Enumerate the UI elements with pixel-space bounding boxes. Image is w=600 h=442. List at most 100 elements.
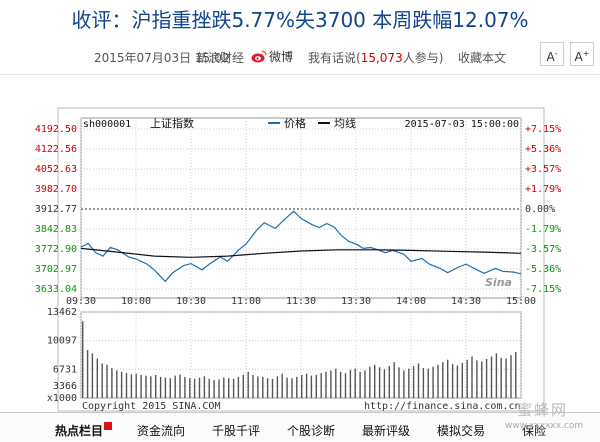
volume-bar bbox=[266, 378, 269, 398]
time-tick-label: 11:30 bbox=[286, 296, 316, 307]
chart-timestamp: 2015-07-03 15:00:00 bbox=[405, 119, 519, 130]
font-smaller-button[interactable]: A- bbox=[540, 42, 564, 66]
header-divider bbox=[0, 74, 600, 75]
chart-copyright: Copyright 2015 SINA.COM bbox=[82, 401, 220, 412]
volume-bar bbox=[296, 376, 298, 398]
volume-bar bbox=[184, 376, 186, 398]
volume-bar bbox=[208, 378, 210, 398]
volume-bar bbox=[481, 361, 483, 398]
volume-bar bbox=[189, 378, 191, 398]
volume-bar bbox=[349, 369, 352, 398]
time-tick-label: 09:30 bbox=[66, 296, 96, 307]
nav-item[interactable]: 最新评级 bbox=[362, 424, 411, 438]
volume-tick-label: 6731 bbox=[53, 364, 77, 375]
font-larger-button[interactable]: A+ bbox=[570, 42, 594, 66]
volume-bar bbox=[471, 356, 473, 398]
volume-bar bbox=[398, 367, 400, 398]
volume-bar bbox=[305, 373, 308, 398]
chart-source-url: http://finance.sina.com.cn bbox=[364, 401, 521, 412]
volume-bar bbox=[247, 371, 249, 398]
volume-bar bbox=[135, 373, 137, 398]
volume-bar bbox=[101, 363, 103, 398]
volume-bar bbox=[281, 373, 283, 398]
volume-bar bbox=[364, 370, 366, 398]
volume-bar bbox=[383, 369, 386, 398]
volume-bar bbox=[271, 378, 274, 398]
time-tick-label: 15:00 bbox=[506, 296, 536, 307]
nav-item[interactable]: 千股千评 bbox=[212, 424, 261, 438]
volume-bar bbox=[140, 375, 142, 398]
volume-bar bbox=[388, 366, 390, 398]
price-tick-label: 4122.56 bbox=[35, 144, 77, 155]
volume-bar bbox=[417, 363, 420, 398]
index-chart: 4192.50 +7.15% 4122.56 +5.36% 4052.63 +3.57% 3… bbox=[35, 107, 561, 412]
nav-item[interactable]: 保险 bbox=[522, 424, 547, 438]
time-tick-label: 13:30 bbox=[341, 296, 371, 307]
volume-bar bbox=[485, 359, 488, 398]
volume-bar bbox=[286, 377, 288, 398]
watermark-url: www.xxxxxx.com bbox=[505, 421, 584, 431]
volume-bar bbox=[466, 359, 468, 398]
volume-bar bbox=[510, 355, 512, 398]
pct-tick-label: +1.79% bbox=[525, 184, 561, 195]
volume-bar bbox=[96, 358, 98, 398]
nav-item[interactable]: 资金流向 bbox=[137, 424, 186, 438]
pct-tick-label: -7.15% bbox=[525, 284, 561, 295]
time-tick-label: 10:30 bbox=[176, 296, 206, 307]
price-tick-label: 4052.63 bbox=[35, 164, 77, 175]
comment-prefix: 我有话说( bbox=[308, 51, 361, 65]
publish-date: 2015年07月03日 15:02 bbox=[94, 51, 230, 65]
comment-link[interactable]: 我有话说(15,073人参与) bbox=[308, 49, 443, 66]
weibo-icon bbox=[251, 50, 267, 63]
hot-badge-icon bbox=[104, 422, 113, 430]
volume-bar bbox=[490, 356, 493, 398]
time-tick-label: 10:00 bbox=[121, 296, 151, 307]
volume-bar bbox=[325, 371, 327, 398]
volume-bar bbox=[310, 375, 313, 398]
volume-bar bbox=[106, 364, 108, 398]
volume-bar bbox=[291, 378, 293, 398]
chart-outer-frame bbox=[57, 107, 545, 412]
price-tick-label: 3702.97 bbox=[35, 264, 77, 275]
nav-hot-columns[interactable]: 热点栏目 bbox=[55, 422, 113, 439]
favorite-link[interactable]: 收藏本文 bbox=[458, 51, 507, 65]
price-tick-label: 3772.90 bbox=[35, 244, 77, 255]
volume-bar bbox=[125, 373, 128, 398]
volume-bar bbox=[432, 366, 434, 398]
legend-avg-label: 均线 bbox=[334, 116, 356, 130]
volume-bar bbox=[82, 321, 84, 398]
price-tick-label: 3982.70 bbox=[35, 184, 77, 195]
volume-bar bbox=[145, 375, 147, 398]
comment-suffix: 人参与) bbox=[402, 51, 444, 65]
weibo-link[interactable]: 微博 bbox=[251, 46, 293, 66]
volume-bar bbox=[174, 375, 176, 398]
volume-bar bbox=[447, 359, 449, 398]
volume-bar bbox=[155, 375, 157, 398]
site-watermark: 蜜蜂网 www.xxxxxx.com bbox=[501, 397, 597, 439]
volume-bar bbox=[412, 366, 415, 398]
article-headline: 收评：沪指重挫跌5.77%失3700 本周跌幅12.07% bbox=[71, 8, 529, 32]
volume-bar bbox=[437, 364, 439, 398]
nav-item[interactable]: 个股诊断 bbox=[287, 424, 336, 438]
volume-bar bbox=[262, 376, 264, 398]
pct-tick-label: -1.79% bbox=[525, 224, 561, 235]
volume-bar bbox=[451, 364, 454, 398]
bottom-nav: 热点栏目 资金流向 千股千评 个股诊断 最新评级 模拟交易 保险 bbox=[0, 412, 600, 442]
pct-tick-label: -3.57% bbox=[525, 244, 561, 255]
weibo-label: 微博 bbox=[269, 49, 294, 64]
volume-bar bbox=[242, 375, 244, 398]
stock-name: 上证指数 bbox=[150, 116, 194, 130]
pct-tick-label: -5.36% bbox=[525, 264, 561, 275]
volume-bar bbox=[193, 378, 196, 398]
volume-bar bbox=[218, 379, 220, 398]
volume-bar bbox=[359, 371, 361, 398]
volume-bar bbox=[213, 380, 215, 398]
volume-bar bbox=[495, 353, 498, 398]
source-link[interactable]: 新浪财经 bbox=[196, 51, 245, 65]
volume-bar bbox=[237, 376, 240, 398]
volume-tick-label: 3366 bbox=[53, 381, 77, 392]
volume-bar bbox=[344, 373, 347, 398]
volume-bar bbox=[120, 371, 123, 398]
volume-bar bbox=[320, 373, 322, 398]
nav-item[interactable]: 模拟交易 bbox=[437, 424, 486, 438]
